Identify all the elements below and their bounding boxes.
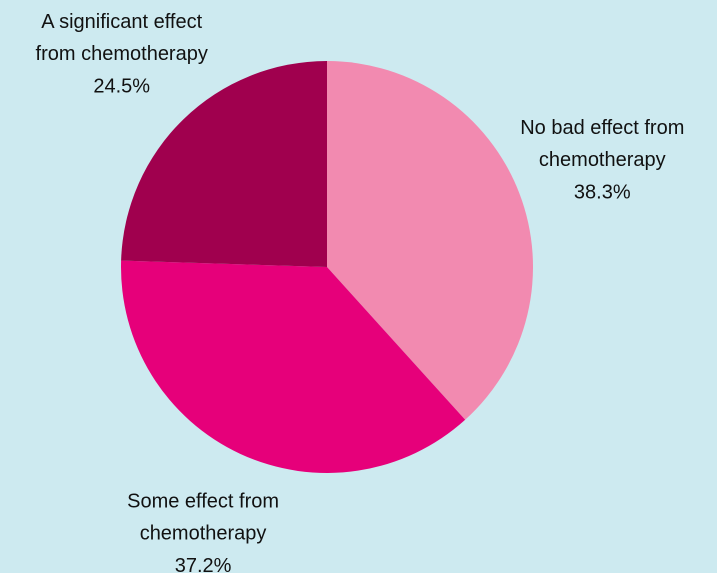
pie-slice [120,260,466,474]
slice-label: Some effect from chemotherapy [127,491,279,545]
slice-label: A significant effect from chemotherapy [36,11,208,65]
slice-value-label: 37.2% [175,555,232,573]
pie-slice [327,61,533,420]
pie-slice [121,61,327,267]
slice-value-label: 24.5% [93,75,150,97]
slice-value-label: 38.3% [574,181,631,203]
slice-label: No bad effect from chemotherapy [520,117,684,171]
